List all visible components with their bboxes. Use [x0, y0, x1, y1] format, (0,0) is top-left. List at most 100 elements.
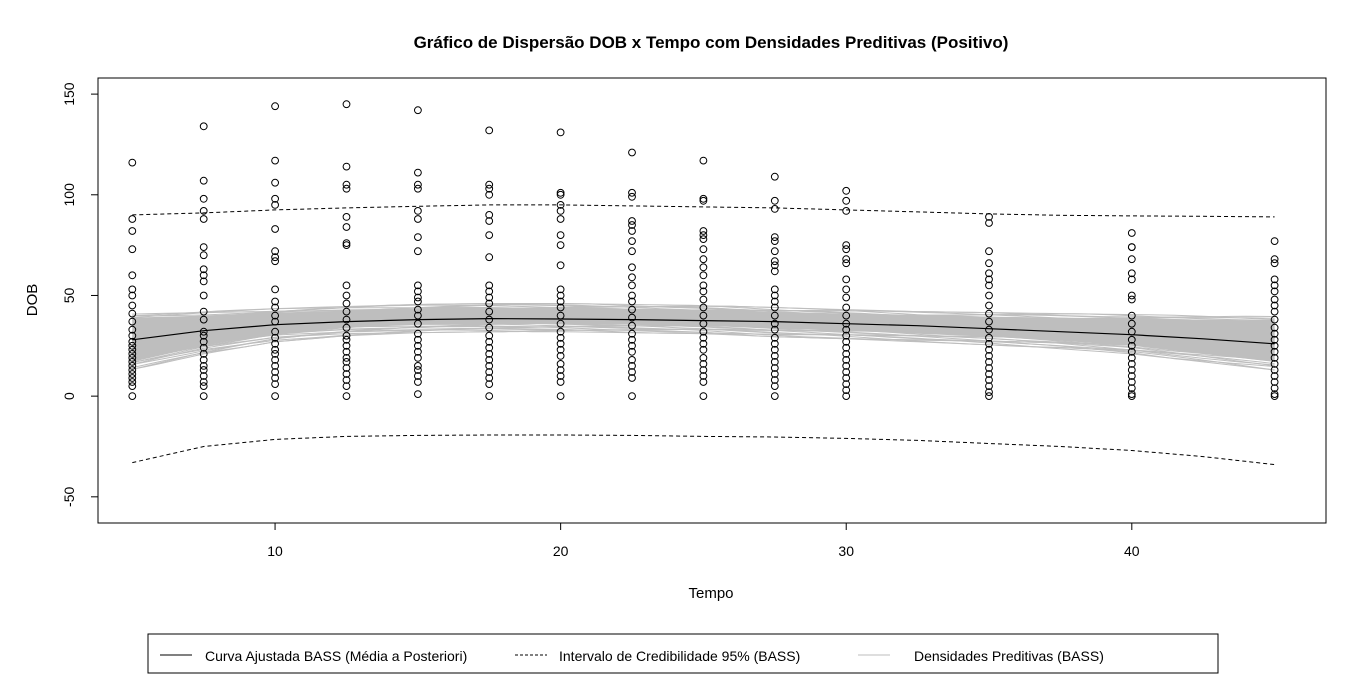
data-point — [1270, 315, 1279, 324]
data-point — [342, 239, 351, 248]
data-point — [1127, 295, 1136, 304]
data-point — [699, 156, 708, 165]
data-point — [1127, 384, 1136, 393]
data-point — [342, 100, 351, 109]
data-point — [271, 102, 280, 111]
data-point — [842, 245, 851, 254]
data-point — [414, 305, 422, 314]
data-point — [414, 207, 422, 215]
data-point — [1127, 319, 1136, 328]
data-point — [770, 303, 779, 312]
data-point — [1270, 384, 1279, 393]
data-point — [128, 285, 137, 294]
data-point — [342, 341, 351, 350]
data-point — [271, 225, 280, 233]
data-point — [271, 368, 280, 376]
data-point — [770, 364, 779, 372]
data-point — [485, 307, 494, 316]
data-point — [1270, 323, 1279, 332]
data-point — [770, 358, 779, 366]
data-point — [770, 333, 779, 342]
data-point — [699, 235, 708, 244]
data-point — [414, 347, 422, 356]
data-point — [128, 227, 137, 235]
data-point — [342, 315, 351, 324]
data-point — [556, 190, 565, 199]
data-point — [628, 291, 636, 300]
data-point — [1270, 366, 1279, 374]
data-point — [985, 275, 993, 284]
data-point — [271, 339, 280, 348]
data-point — [199, 350, 208, 358]
data-point — [770, 370, 779, 378]
data-point — [985, 345, 993, 354]
data-point — [342, 382, 351, 391]
data-point — [342, 299, 351, 308]
predictive-band — [132, 307, 1275, 362]
data-point — [128, 354, 137, 362]
plot-area — [97, 77, 1327, 524]
data-point — [1270, 307, 1279, 316]
data-point — [985, 301, 993, 310]
data-point — [414, 168, 422, 177]
data-point — [199, 366, 208, 374]
data-point — [699, 311, 708, 320]
data-point — [199, 207, 208, 215]
data-point — [199, 343, 208, 352]
data-point — [556, 392, 565, 401]
data-point — [1270, 360, 1279, 368]
data-point — [985, 382, 993, 391]
fit-lines — [132, 204, 1275, 466]
y-tick-label: 100 — [61, 183, 77, 207]
data-point — [271, 350, 280, 358]
data-point — [1127, 378, 1136, 386]
data-point — [271, 253, 280, 262]
data-point — [556, 352, 565, 360]
legend-fit-label: Curva Ajustada BASS (Média a Posteriori) — [205, 648, 467, 664]
data-point — [342, 323, 351, 332]
data-point — [485, 231, 494, 240]
data-point — [556, 231, 565, 240]
data-point — [199, 362, 208, 370]
data-point — [628, 188, 636, 197]
data-point — [1270, 295, 1279, 304]
data-point — [199, 382, 208, 391]
data-point — [842, 325, 851, 334]
data-point — [1127, 341, 1136, 350]
data-point — [628, 347, 636, 356]
data-point — [1270, 329, 1279, 338]
data-point — [1127, 360, 1136, 368]
data-point — [628, 273, 636, 282]
data-point — [699, 372, 708, 380]
data-point — [985, 247, 993, 256]
data-point — [414, 311, 422, 320]
data-point — [1270, 372, 1279, 380]
data-point — [770, 233, 779, 242]
data-point — [628, 313, 636, 322]
data-point — [485, 380, 494, 389]
data-point — [485, 217, 494, 225]
y-tick-label: 50 — [61, 287, 77, 303]
data-point — [628, 368, 636, 376]
data-point — [485, 184, 494, 193]
data-point — [699, 255, 708, 264]
data-point — [128, 362, 137, 370]
data-point — [414, 372, 422, 380]
data-point — [770, 297, 779, 306]
data-point — [1127, 392, 1136, 401]
data-point — [628, 392, 636, 401]
data-point — [199, 243, 208, 252]
data-point — [842, 293, 851, 302]
data-point — [414, 319, 422, 328]
data-point — [199, 307, 208, 316]
data-point — [271, 362, 280, 370]
data-point — [342, 335, 351, 344]
data-point — [485, 299, 494, 308]
data-point — [128, 309, 137, 318]
data-point — [485, 211, 494, 219]
data-point — [414, 106, 422, 115]
data-point — [628, 321, 636, 330]
data-point — [1127, 347, 1136, 356]
data-point — [556, 345, 565, 354]
y-tick-label: 150 — [61, 82, 77, 106]
